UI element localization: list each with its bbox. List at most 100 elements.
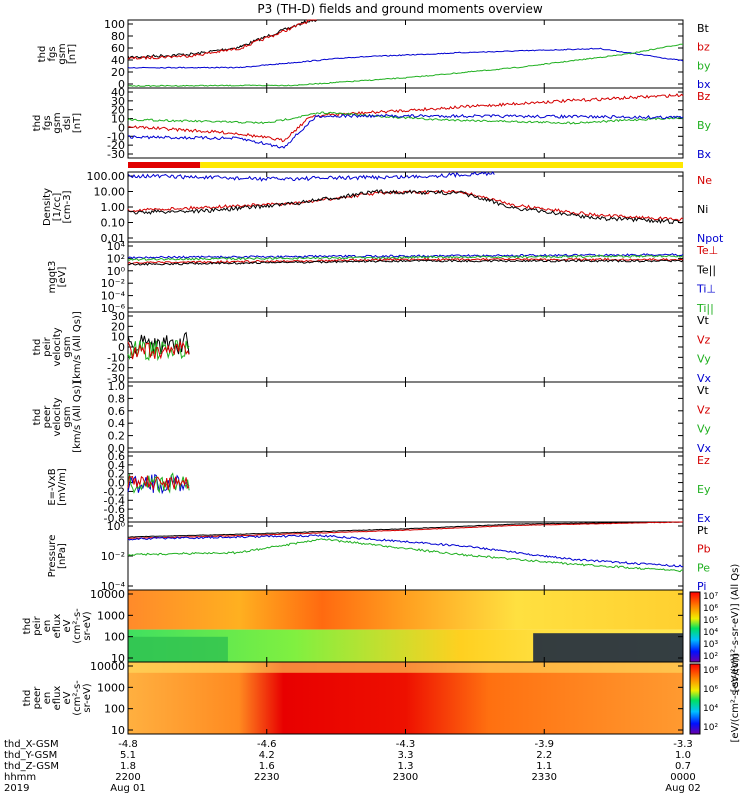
x-row-value: 2.2 bbox=[536, 750, 552, 761]
y-tick-label: 10000 bbox=[90, 660, 125, 673]
trace-by-dsl bbox=[127, 111, 684, 125]
trace-by bbox=[128, 43, 684, 87]
y-axis-label: eflux bbox=[52, 686, 63, 711]
legend-entry: Pb bbox=[697, 543, 711, 556]
trace-pi bbox=[127, 534, 684, 568]
y-tick-label: -10 bbox=[107, 130, 125, 143]
panel-frame bbox=[127, 451, 684, 523]
y-tick-label: 40 bbox=[111, 54, 125, 67]
x-row-value: 2230 bbox=[254, 772, 279, 783]
y-tick-label: -30 bbox=[107, 148, 125, 161]
legend-entry: Ez bbox=[697, 454, 710, 467]
mode-bar-fast bbox=[200, 162, 683, 168]
y-tick-label: 0.8 bbox=[108, 392, 126, 405]
y-tick-label: 10⁻⁶ bbox=[101, 302, 126, 315]
trace-te-par bbox=[127, 259, 684, 266]
y-tick-label: 20 bbox=[111, 320, 125, 333]
x-row-value: 0.7 bbox=[675, 761, 691, 772]
x-row-value: Aug 02 bbox=[665, 783, 700, 794]
legend-entry: By bbox=[697, 119, 712, 132]
x-row-value: 1.6 bbox=[259, 761, 275, 772]
panel-frame bbox=[127, 521, 684, 591]
y-axis-label: fgs bbox=[47, 46, 58, 61]
x-row-label: thd_X-GSM bbox=[4, 739, 59, 750]
x-row-label: thd_Y-GSM bbox=[4, 750, 57, 761]
y-tick-label: 1000 bbox=[97, 609, 125, 622]
legend-entry: Vz bbox=[697, 403, 711, 416]
legend-entry: Vz bbox=[697, 333, 711, 346]
legend-entry: Ex bbox=[697, 512, 711, 525]
y-axis-label: [nT] bbox=[67, 44, 78, 64]
colorbar-tick-label: 10⁵ bbox=[703, 616, 718, 626]
legend-entry: Te⊥ bbox=[696, 244, 718, 257]
y-tick-label: 0 bbox=[118, 121, 125, 134]
colorbar-tick-label: 10⁶ bbox=[703, 604, 718, 614]
colorbar-tick-label: 10⁴ bbox=[703, 704, 718, 714]
y-tick-label: -0.4 bbox=[104, 494, 125, 507]
y-tick-label: 60 bbox=[111, 42, 125, 55]
legend-entry: Pi bbox=[697, 580, 706, 593]
x-row-value: -3.3 bbox=[673, 739, 693, 750]
y-tick-label: 0.0 bbox=[108, 442, 126, 455]
mode-bar-slow bbox=[128, 162, 201, 168]
y-tick-label: -10 bbox=[107, 351, 125, 364]
y-axis-label: peer bbox=[42, 405, 53, 429]
y-axis-label: en bbox=[42, 620, 53, 633]
y-tick-label: 0 bbox=[118, 78, 125, 91]
panel-peir-eflux: 10000 1000 100 10 thd peir en eflux eV (cm²-s-sr-… bbox=[22, 588, 684, 665]
y-axis-label: (cm²-s- bbox=[72, 680, 83, 716]
y-axis-label: eflux bbox=[52, 614, 63, 639]
y-axis-label: thd bbox=[32, 409, 43, 426]
y-tick-label: -0.8 bbox=[104, 512, 125, 525]
x-row-label: hhmm bbox=[4, 772, 36, 783]
legend-entry: Ey bbox=[697, 483, 711, 496]
colorbar: 10⁷ 10⁶ 10⁵ 10⁴ 10³ 10² 10⁸ 10⁶ 10⁴ 10² [eV/(cm²-s… bbox=[689, 564, 741, 742]
trace-ti-par bbox=[127, 254, 684, 262]
y-axis-label: [eV] bbox=[57, 267, 68, 288]
legend-entry: Vt bbox=[697, 314, 710, 327]
trace-bx bbox=[127, 47, 684, 69]
legend-entry: bz bbox=[697, 41, 710, 54]
y-tick-label: 10 bbox=[111, 652, 125, 665]
legend-entry: Ti|| bbox=[696, 302, 714, 315]
y-axis-label: [nT] bbox=[72, 113, 83, 133]
y-axis-label: gsm bbox=[57, 43, 68, 64]
y-tick-label: 100.00 bbox=[87, 170, 126, 183]
panel-frame bbox=[127, 241, 684, 313]
y-tick-label: 10 bbox=[111, 331, 125, 344]
y-axis-label: peir bbox=[32, 615, 43, 635]
y-tick-label: -30 bbox=[107, 372, 125, 385]
x-row-value: 5.1 bbox=[120, 750, 136, 761]
y-tick-label: 0.4 bbox=[108, 459, 126, 472]
y-tick-label: 0.2 bbox=[108, 468, 126, 481]
panel-frame bbox=[127, 87, 684, 159]
y-tick-label: 10² bbox=[107, 252, 125, 265]
legend-entry: Pt bbox=[697, 524, 709, 537]
trace-te-perp bbox=[127, 257, 684, 265]
spectrogram-top-band bbox=[128, 662, 683, 673]
panel-pressure: 10⁰ 10⁻² 10⁻⁴ Pressure [nPa] Pt Pb Pe Pi bbox=[47, 520, 711, 593]
legend-entry: Te|| bbox=[696, 263, 716, 276]
legend-entry: Vt bbox=[697, 384, 710, 397]
y-tick-label: 10.00 bbox=[94, 186, 126, 199]
x-row-label: thd_Z-GSM bbox=[4, 761, 59, 772]
legend-entry: Bt bbox=[697, 22, 710, 35]
y-axis-label: gsm bbox=[52, 112, 63, 133]
trace-bt bbox=[127, 19, 318, 60]
y-axis-label: [km/s (All Qs)] bbox=[72, 381, 83, 453]
y-tick-label: 0.6 bbox=[108, 450, 126, 463]
y-tick-label: 0 bbox=[118, 341, 125, 354]
spectrogram-electron bbox=[128, 662, 683, 734]
x-row-value: 2330 bbox=[532, 772, 557, 783]
y-tick-label: 10⁻² bbox=[101, 550, 125, 563]
colorbar-electrons bbox=[689, 663, 701, 735]
y-tick-label: 100 bbox=[104, 18, 125, 31]
y-tick-label: -0.6 bbox=[104, 503, 125, 516]
y-tick-label: 10⁴ bbox=[107, 240, 126, 253]
y-axis-label: E=-VxB bbox=[47, 468, 58, 505]
spectrogram-green-region bbox=[128, 636, 228, 662]
colorbar-label-top: [eV/(cm²-s-sr-eV)] (All Qs) bbox=[730, 564, 741, 693]
y-tick-label: 0.01 bbox=[101, 232, 126, 245]
y-axis-label: mgqt3 bbox=[47, 261, 58, 294]
y-axis-label: velocity bbox=[52, 397, 63, 436]
